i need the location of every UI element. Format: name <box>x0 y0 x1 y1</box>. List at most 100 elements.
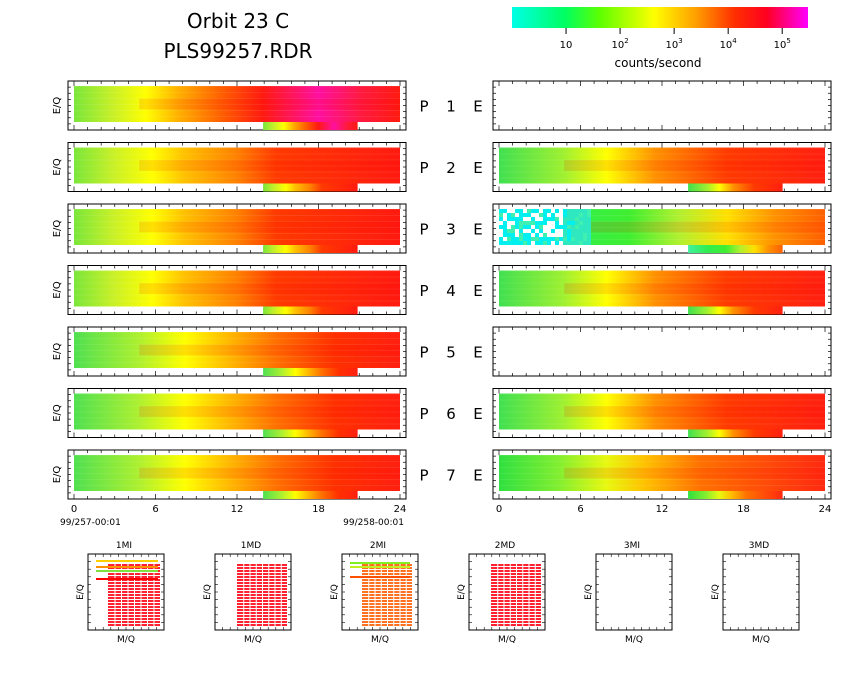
noise-cell <box>571 221 575 225</box>
channel-stripe <box>499 227 825 228</box>
channel-stripe <box>74 294 400 296</box>
mass-gap <box>393 564 395 626</box>
noise-cell <box>507 237 511 241</box>
row-6: E/Q P 6 E <box>52 388 832 438</box>
noise-cell <box>531 233 535 237</box>
eq-axis-label: E/Q <box>52 343 63 361</box>
channel-stripe <box>74 362 400 363</box>
noise-cell <box>507 221 511 225</box>
x-tick-label: 0 <box>71 504 77 515</box>
noise-cell <box>547 209 551 213</box>
channel-stripe <box>74 116 400 117</box>
noise-cell <box>559 213 563 217</box>
mass-panel-title: 1MD <box>241 541 261 551</box>
channel-stripe <box>74 171 400 173</box>
e-label: E <box>473 282 482 300</box>
mass-gap <box>147 564 148 626</box>
right-spectrogram <box>499 455 825 491</box>
noise-cell <box>587 233 591 237</box>
noise-cell <box>519 221 523 225</box>
channel-stripe <box>499 177 825 179</box>
noise-cell <box>499 217 503 221</box>
noise-cell <box>539 213 543 217</box>
core-band <box>564 467 825 479</box>
noise-cell <box>571 225 575 229</box>
mq-axis-label: M/Q <box>752 635 770 645</box>
left-spectrogram <box>74 209 400 245</box>
mass-panel-title: 2MD <box>495 541 515 551</box>
channel-stripe <box>74 282 400 284</box>
x-tick-label: 12 <box>231 504 244 515</box>
noise-cell <box>587 237 591 241</box>
p-number: 6 <box>446 405 456 423</box>
core-band <box>139 283 400 294</box>
noise-cell <box>559 233 563 237</box>
mass-gap <box>399 564 401 626</box>
channel-stripe <box>499 270 825 272</box>
channel-stripe <box>74 338 400 339</box>
noise-cell <box>547 233 551 237</box>
noise-cell <box>579 233 583 237</box>
channel-stripe <box>74 473 400 474</box>
noise-cell <box>571 217 575 221</box>
noise-cell <box>587 213 591 217</box>
noise-cell <box>535 233 539 237</box>
noise-cell <box>531 213 535 217</box>
mass-gap <box>534 564 536 626</box>
noise-cell <box>555 209 559 213</box>
noise-cell <box>559 237 563 241</box>
channel-stripe <box>74 86 400 87</box>
mass-gap <box>528 564 530 626</box>
mass-panel-title: 2MI <box>370 541 386 551</box>
noise-cell <box>511 221 515 225</box>
p-label: P <box>419 159 428 177</box>
noise-cell <box>535 241 539 245</box>
noise-cell <box>535 221 539 225</box>
channel-stripe <box>499 239 825 240</box>
channel-stripe <box>74 288 400 290</box>
eq-axis-label: E/Q <box>52 466 63 484</box>
noise-cell <box>515 229 519 233</box>
mass-gap <box>280 564 282 626</box>
channel-stripe <box>499 294 825 296</box>
noise-cell <box>563 209 567 213</box>
p-label: P <box>419 467 428 485</box>
noise-cell <box>527 233 531 237</box>
row-4: E/Q P 4 E <box>52 265 832 315</box>
channel-stripe <box>499 147 825 149</box>
channel-stripe <box>74 104 400 105</box>
noise-cell <box>555 217 559 221</box>
noise-cell <box>575 213 579 217</box>
core-band <box>139 406 400 417</box>
channel-stripe <box>74 270 400 272</box>
noise-cell <box>555 233 559 237</box>
channel-stripe <box>74 239 400 240</box>
channel-stripe <box>499 393 825 395</box>
eq-axis-label: E/Q <box>52 97 63 115</box>
noise-cell <box>523 213 527 217</box>
left-spectrogram <box>74 455 400 491</box>
mass-panel-3MI: 3MI E/Q M/Q <box>584 541 673 645</box>
noise-cell <box>555 229 559 233</box>
noise-cell <box>539 217 543 221</box>
mass-gap <box>380 564 382 626</box>
noise-cell <box>539 225 543 229</box>
mass-panel-3MD: 3MD E/Q M/Q <box>711 541 800 645</box>
noise-cell <box>527 209 531 213</box>
core-band <box>139 344 400 356</box>
noise-cell <box>571 213 575 217</box>
x-end-label: 99/258-00:01 <box>343 518 404 528</box>
noise-cell <box>535 229 539 233</box>
noise-cell <box>583 233 587 237</box>
noise-cell <box>543 229 547 233</box>
noise-cell <box>579 221 583 225</box>
left-spectrogram-extension <box>263 122 358 130</box>
noise-cell <box>587 217 591 221</box>
mass-gap <box>497 564 499 626</box>
channel-stripe <box>499 467 825 468</box>
noise-cell <box>527 229 531 233</box>
colorbar-tick-label: 105 <box>774 37 791 51</box>
noise-cell <box>575 225 579 229</box>
noise-cell <box>551 233 555 237</box>
noise-cell <box>567 237 571 241</box>
